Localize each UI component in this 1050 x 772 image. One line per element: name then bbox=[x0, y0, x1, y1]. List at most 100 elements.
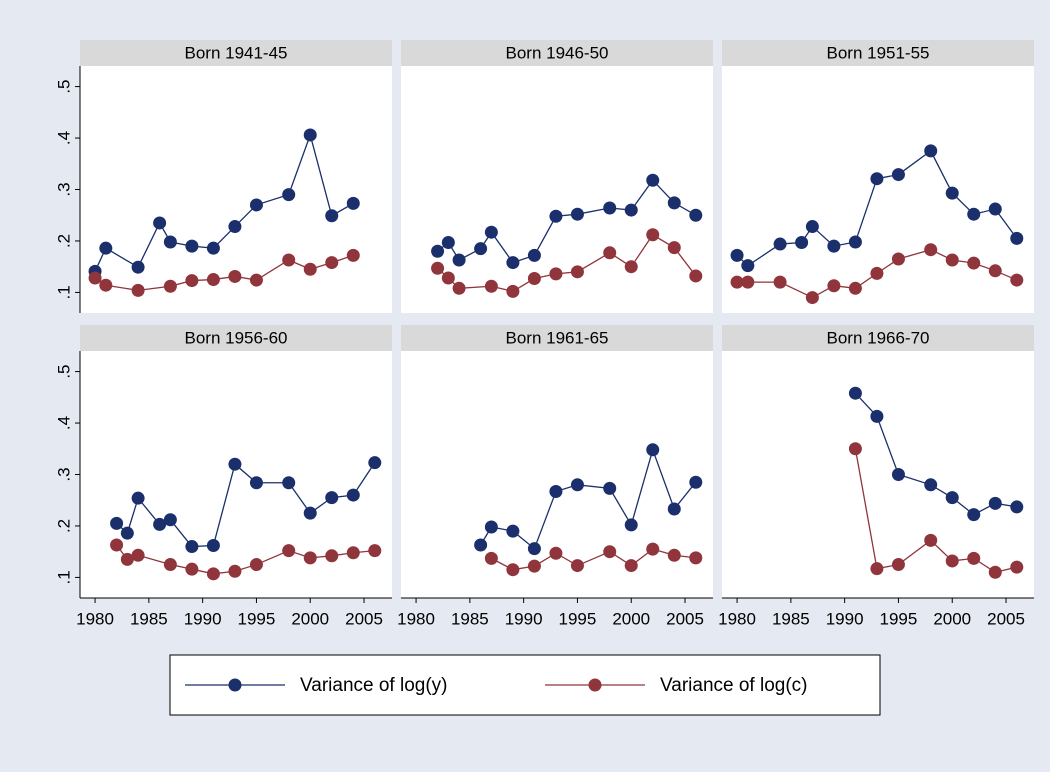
data-point bbox=[120, 552, 134, 566]
data-point bbox=[870, 409, 884, 423]
data-point bbox=[163, 235, 177, 249]
data-point bbox=[1010, 231, 1024, 245]
y-tick-label: .4 bbox=[54, 131, 73, 145]
data-point bbox=[249, 198, 263, 212]
panel-header bbox=[401, 325, 713, 351]
plot-area bbox=[722, 351, 1034, 598]
data-point bbox=[206, 567, 220, 581]
data-point bbox=[689, 475, 703, 489]
data-point bbox=[325, 491, 339, 505]
data-point bbox=[303, 262, 317, 276]
data-point bbox=[206, 241, 220, 255]
x-tick-label: 1985 bbox=[772, 609, 810, 628]
data-point bbox=[346, 248, 360, 262]
data-point bbox=[346, 546, 360, 560]
data-point bbox=[441, 271, 455, 285]
data-point bbox=[368, 544, 382, 558]
x-tick-label: 1985 bbox=[130, 609, 168, 628]
panel-header bbox=[80, 40, 392, 66]
data-point bbox=[570, 207, 584, 221]
data-point bbox=[646, 173, 660, 187]
data-point bbox=[249, 273, 263, 287]
panel-header bbox=[401, 40, 713, 66]
data-point bbox=[474, 538, 488, 552]
data-point bbox=[570, 559, 584, 573]
data-point bbox=[506, 256, 520, 270]
y-tick-label: .2 bbox=[54, 519, 73, 533]
panel-title: Born 1941-45 bbox=[184, 43, 287, 62]
data-point bbox=[549, 267, 563, 281]
x-tick-label: 1990 bbox=[505, 609, 543, 628]
data-point bbox=[228, 457, 242, 471]
x-tick-label: 1980 bbox=[76, 609, 114, 628]
data-point bbox=[527, 248, 541, 262]
x-tick-label: 1995 bbox=[238, 609, 276, 628]
data-point bbox=[441, 236, 455, 250]
data-point bbox=[1010, 560, 1024, 574]
data-point bbox=[163, 513, 177, 527]
data-point bbox=[805, 291, 819, 305]
panel-title: Born 1946-50 bbox=[505, 43, 608, 62]
data-point bbox=[945, 186, 959, 200]
data-point bbox=[603, 481, 617, 495]
data-point bbox=[891, 252, 905, 266]
data-point bbox=[570, 265, 584, 279]
data-point bbox=[131, 491, 145, 505]
data-point bbox=[870, 562, 884, 576]
y-tick-label: .1 bbox=[54, 285, 73, 299]
data-point bbox=[452, 281, 466, 295]
data-point bbox=[667, 241, 681, 255]
data-point bbox=[282, 476, 296, 490]
data-point bbox=[988, 565, 1002, 579]
y-tick-label: .5 bbox=[54, 364, 73, 378]
data-point bbox=[346, 488, 360, 502]
data-point bbox=[689, 551, 703, 565]
data-point bbox=[646, 228, 660, 242]
data-point bbox=[474, 242, 488, 256]
data-point bbox=[527, 559, 541, 573]
data-point bbox=[848, 235, 862, 249]
data-point bbox=[967, 551, 981, 565]
data-point bbox=[1010, 273, 1024, 287]
y-tick-label: .4 bbox=[54, 416, 73, 430]
data-point bbox=[730, 275, 744, 289]
data-point bbox=[431, 261, 445, 275]
panel-header bbox=[722, 325, 1034, 351]
data-point bbox=[282, 188, 296, 202]
y-tick-label: .5 bbox=[54, 79, 73, 93]
panel-header bbox=[80, 325, 392, 351]
data-point bbox=[773, 237, 787, 251]
data-point bbox=[870, 172, 884, 186]
data-point bbox=[506, 563, 520, 577]
legend-marker bbox=[228, 678, 242, 692]
data-point bbox=[431, 244, 445, 258]
data-point bbox=[967, 207, 981, 221]
data-point bbox=[249, 558, 263, 572]
data-point bbox=[730, 248, 744, 262]
data-point bbox=[891, 468, 905, 481]
data-point bbox=[1010, 500, 1024, 514]
data-point bbox=[667, 196, 681, 210]
data-point bbox=[967, 256, 981, 270]
data-point bbox=[891, 558, 905, 572]
data-point bbox=[646, 542, 660, 556]
x-tick-label: 1990 bbox=[826, 609, 864, 628]
data-point bbox=[88, 271, 102, 285]
data-point bbox=[827, 239, 841, 253]
data-point bbox=[945, 554, 959, 568]
data-point bbox=[303, 506, 317, 520]
data-point bbox=[624, 260, 638, 274]
data-point bbox=[549, 546, 563, 560]
y-tick-label: .1 bbox=[54, 570, 73, 584]
data-point bbox=[368, 456, 382, 470]
y-tick-label: .2 bbox=[54, 234, 73, 248]
panel-title: Born 1951-55 bbox=[826, 43, 929, 62]
data-point bbox=[988, 264, 1002, 278]
data-point bbox=[924, 533, 938, 547]
data-point bbox=[967, 508, 981, 522]
y-tick-label: .3 bbox=[54, 467, 73, 481]
data-point bbox=[603, 545, 617, 559]
data-point bbox=[945, 491, 959, 505]
data-point bbox=[741, 275, 755, 289]
